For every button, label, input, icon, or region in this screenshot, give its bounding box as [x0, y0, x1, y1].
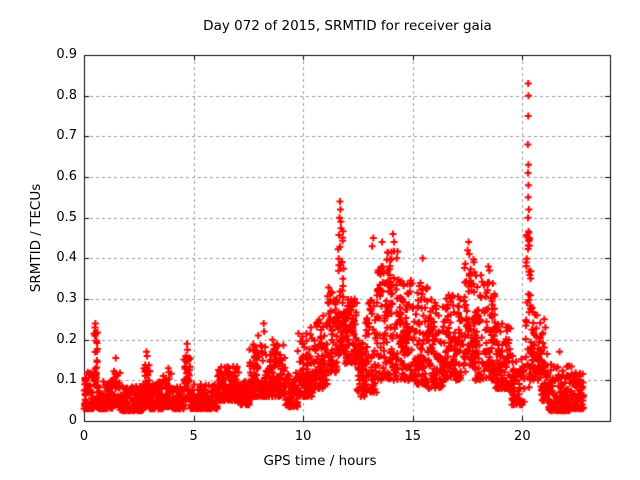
- y-tick-label: 0.3: [56, 291, 77, 306]
- y-tick-label: 0.9: [56, 47, 77, 62]
- y-tick-label: 0.7: [56, 128, 77, 144]
- x-tick-label: 15: [404, 429, 422, 444]
- y-tick-label: 0.6: [56, 169, 77, 184]
- chart-title: Day 072 of 2015, SRMTID for receiver gai…: [203, 18, 492, 34]
- x-axis-label: GPS time / hours: [263, 453, 377, 469]
- x-tick-label: 20: [514, 429, 531, 444]
- y-tick-label: 0.5: [56, 209, 77, 225]
- x-tick-label: 10: [294, 429, 312, 444]
- y-tick-label: 0.2: [56, 331, 77, 347]
- y-tick-label: 0.4: [56, 250, 77, 266]
- y-axis-label: SRMTID / TECUs: [28, 183, 44, 293]
- y-tick-label: 0: [68, 413, 77, 428]
- x-tick-label: 5: [189, 429, 198, 444]
- y-tick-label: 0.1: [56, 372, 77, 388]
- y-tick-label: 0.8: [56, 87, 77, 103]
- x-tick-label: 0: [79, 429, 89, 444]
